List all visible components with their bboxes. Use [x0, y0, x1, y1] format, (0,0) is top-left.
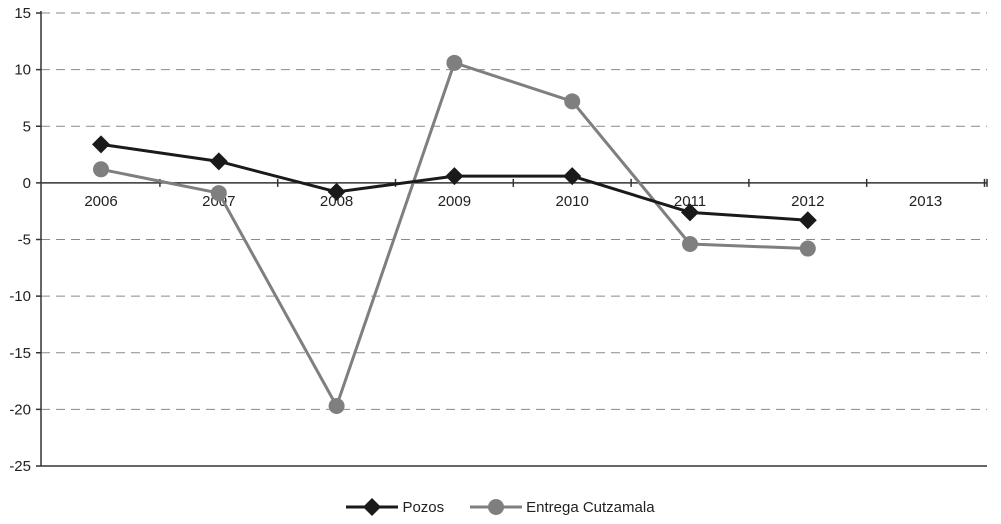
data-point-circle — [799, 240, 816, 257]
y-tick-label: 15 — [14, 5, 31, 22]
data-point-circle — [564, 93, 581, 110]
series-pozos — [92, 135, 817, 230]
legend-swatch-entrega-cutzamala — [470, 499, 523, 515]
data-point-diamond — [681, 203, 699, 222]
y-tick-label: -25 — [9, 458, 31, 475]
x-tick-label: 2009 — [438, 193, 471, 210]
legend-label-entrega-cutzamala: Entrega Cutzamala — [526, 498, 655, 516]
series — [92, 54, 817, 414]
x-tick-label: 2010 — [556, 193, 589, 210]
legend-item-pozos: Pozos — [346, 497, 444, 517]
y-tick-label: -10 — [9, 288, 31, 305]
data-point-circle — [210, 185, 227, 202]
data-point-diamond — [563, 167, 582, 186]
x-tick-labels: 2006 2007 2008 2009 2010 2011 2012 2013 — [84, 193, 942, 210]
y-tick-label: -20 — [9, 401, 31, 418]
data-point-circle — [682, 236, 698, 253]
y-tick-label: -15 — [9, 345, 31, 362]
x-tick-label: 2006 — [84, 193, 117, 210]
x-tick-label: 2011 — [674, 193, 706, 210]
legend-label-pozos: Pozos — [402, 498, 445, 516]
legend-item-entrega-cutzamala: Entrega Cutzamala — [470, 497, 655, 517]
y-tick-label: 0 — [23, 175, 31, 192]
data-point-diamond — [445, 167, 464, 186]
legend-swatch-pozos — [346, 498, 399, 516]
data-point-diamond — [327, 182, 346, 201]
y-tick-label: 10 — [14, 62, 31, 79]
grid-lines — [41, 12, 987, 410]
y-tick-label: 5 — [23, 118, 31, 135]
series-line — [100, 61, 808, 408]
data-point-diamond — [209, 152, 228, 171]
series-entrega-cutzamala — [93, 54, 816, 414]
data-point-diamond — [798, 211, 817, 230]
x-tick-label: 2012 — [791, 193, 824, 210]
y-tick-labels: 15 10 5 0 -5 -10 -15 -20 -25 — [9, 5, 31, 475]
axes — [36, 11, 988, 467]
x-tick-label: 2013 — [909, 193, 942, 210]
data-point-diamond — [92, 135, 110, 154]
data-point-circle — [328, 397, 345, 414]
x-tick-label: 2008 — [320, 193, 353, 210]
data-point-circle — [446, 54, 463, 71]
y-tick-label: -5 — [18, 232, 31, 249]
data-point-circle — [93, 161, 109, 178]
legend: Pozos Entrega Cutzamala — [0, 494, 1001, 520]
